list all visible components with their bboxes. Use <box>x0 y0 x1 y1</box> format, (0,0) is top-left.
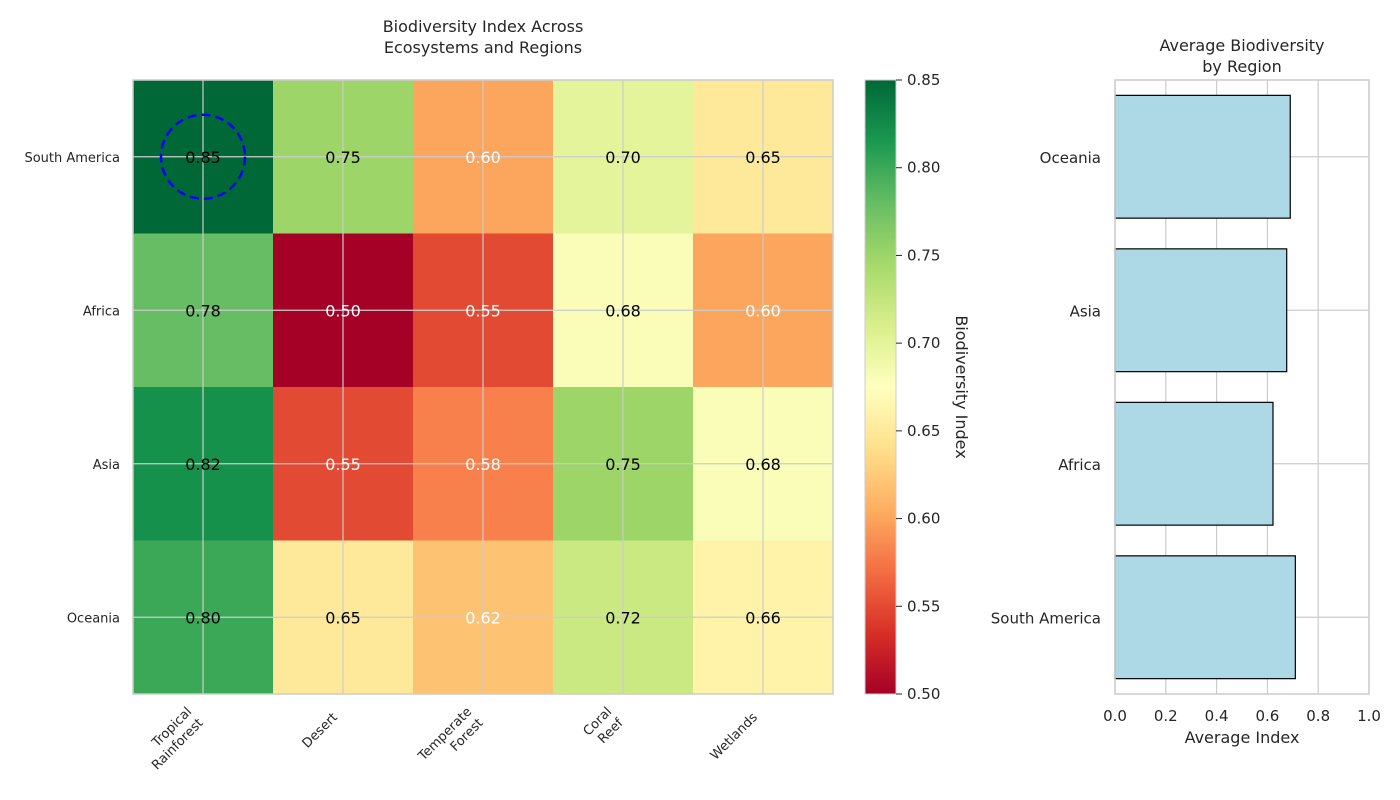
heatmap-value-label: 0.60 <box>745 301 781 320</box>
heatmap-title-line-2: Ecosystems and Regions <box>384 38 582 57</box>
heatmap-grid <box>133 80 833 694</box>
heatmap-column-label: CoralReef <box>581 704 627 750</box>
heatmap-value-label: 0.62 <box>465 608 501 627</box>
bar-x-tick-label: 0.2 <box>1154 707 1178 725</box>
bar-x-ticks: 0.0 0.2 0.4 0.6 0.8 1.0 <box>1103 707 1381 725</box>
colorbar-gradient <box>864 79 897 695</box>
bar <box>1114 94 1291 219</box>
heatmap-value-label: 0.55 <box>325 455 361 474</box>
bar-title-line-1: Average Biodiversity <box>1159 36 1324 55</box>
colorbar-tick-label: 0.50 <box>907 685 940 703</box>
heatmap-value-label: 0.85 <box>185 148 221 167</box>
heatmap-value-label: 0.75 <box>605 455 641 474</box>
heatmap-column-label: TemperateForest <box>415 705 486 776</box>
heatmap-row-label: South America <box>24 151 120 166</box>
heatmap-value-label: 0.50 <box>325 301 361 320</box>
bar-title-line-2: by Region <box>1202 57 1281 76</box>
bar <box>1114 555 1296 680</box>
heatmap-row-labels: South America Africa Asia Oceania <box>24 151 120 627</box>
bar-category-label: Africa <box>1058 456 1101 474</box>
heatmap-value-label: 0.72 <box>605 608 641 627</box>
bar <box>1114 401 1274 526</box>
heatmap-value-label: 0.60 <box>465 148 501 167</box>
colorbar-ticks: 0.50 0.55 0.60 0.65 0.70 0.75 0.80 0.85 <box>896 71 940 703</box>
colorbar-tick-label: 0.80 <box>907 159 940 177</box>
colorbar-label: Biodiversity Index <box>952 315 971 458</box>
heatmap-value-label: 0.65 <box>325 608 361 627</box>
highlight-circle <box>159 113 247 200</box>
heatmap-row-label: Oceania <box>67 611 120 626</box>
heatmap-value-label: 0.55 <box>465 301 501 320</box>
heatmap-value-label: 0.58 <box>465 455 501 474</box>
bar-frame <box>1114 79 1370 695</box>
heatmap-value-label: 0.78 <box>185 301 221 320</box>
heatmap-row-label: Africa <box>83 304 120 319</box>
heatmap-value-label: 0.82 <box>185 455 221 474</box>
heatmap-value-label: 0.68 <box>605 301 641 320</box>
heatmap-value-label: 0.80 <box>185 608 221 627</box>
heatmap-highlight <box>159 113 247 200</box>
bar-category-label: South America <box>991 609 1101 627</box>
bar-category-labels: South America Africa Asia Oceania <box>991 149 1101 628</box>
colorbar-tick-label: 0.85 <box>907 71 940 89</box>
heatmap-row-label: Asia <box>93 458 120 473</box>
bar-chart-panel: Average Biodiversity by Region South Ame… <box>991 36 1381 747</box>
heatmap-frame <box>132 79 834 695</box>
heatmap-column-label: Wetlands <box>708 710 761 763</box>
bar-x-tick-label: 0.0 <box>1103 707 1127 725</box>
bar-x-tick-label: 0.4 <box>1205 707 1229 725</box>
heatmap-value-label: 0.70 <box>605 148 641 167</box>
heatmap-value-label: 0.65 <box>745 148 781 167</box>
bar-category-label: Asia <box>1070 302 1101 320</box>
colorbar-tick-label: 0.55 <box>907 597 940 615</box>
bar-x-tick-label: 0.6 <box>1255 707 1279 725</box>
heatmap-column-label: Desert <box>300 710 341 751</box>
heatmap-value-labels: 0.85 0.75 0.60 0.70 0.65 0.78 0.50 0.55 0.68 0.60… <box>185 148 781 628</box>
bar-category-label: Oceania <box>1040 149 1101 167</box>
colorbar-tick-label: 0.75 <box>907 246 940 264</box>
heatmap-value-label: 0.66 <box>745 608 781 627</box>
bar-x-label: Average Index <box>1185 728 1300 747</box>
bar <box>1114 248 1288 373</box>
heatmap-value-label: 0.75 <box>325 148 361 167</box>
bar-x-tick-label: 0.8 <box>1306 707 1330 725</box>
colorbar: 0.50 0.55 0.60 0.65 0.70 0.75 0.80 0.85 Biodive… <box>864 71 971 703</box>
heatmap-value-label: 0.68 <box>745 455 781 474</box>
heatmap-column-label: TropicalRainforest <box>138 705 207 774</box>
heatmap-column-labels: TropicalRainforest Desert TemperateForest C… <box>138 704 761 776</box>
colorbar-tick-label: 0.65 <box>907 422 940 440</box>
bar-bars <box>1114 94 1296 680</box>
colorbar-tick-label: 0.60 <box>907 510 940 528</box>
colorbar-tick-label: 0.70 <box>907 334 940 352</box>
heatmap-title-line-1: Biodiversity Index Across <box>383 17 584 36</box>
heatmap-panel: Biodiversity Index Across Ecosystems and… <box>24 17 834 776</box>
bar-x-tick-label: 1.0 <box>1357 707 1381 725</box>
